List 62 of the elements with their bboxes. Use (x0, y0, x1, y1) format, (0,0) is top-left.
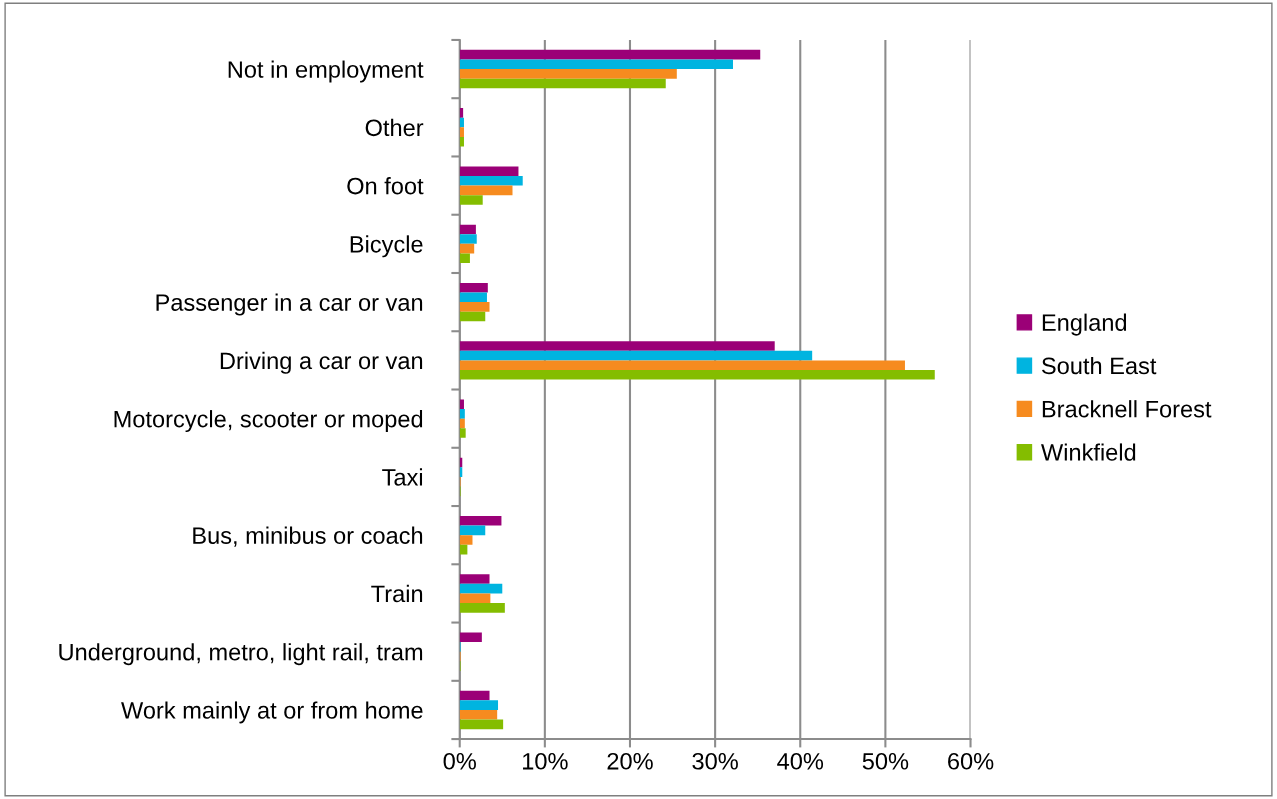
x-tick-label: 40% (777, 752, 824, 770)
bar (459, 166, 519, 176)
y-tick-label: Other (365, 118, 424, 137)
bar (459, 78, 666, 89)
bar (459, 535, 473, 545)
legend-label: South East (1041, 356, 1157, 375)
bar (459, 243, 475, 254)
bar (459, 59, 733, 70)
bar (459, 108, 464, 118)
x-tick-label: 20% (607, 752, 653, 770)
bar (459, 690, 490, 701)
bar (459, 603, 505, 613)
bar (459, 49, 761, 60)
bar (459, 409, 465, 419)
legend-label: England (1042, 313, 1127, 336)
legend-label: Winkfield (1041, 443, 1136, 461)
y-tick-label: Taxi (382, 468, 423, 486)
x-tick-label: 0% (443, 752, 476, 770)
bar (459, 253, 470, 264)
y-tick-label: Train (371, 584, 423, 603)
bar (459, 224, 476, 235)
bar (459, 428, 466, 438)
bar (459, 282, 488, 293)
y-tick-label: Passenger in a car or van (156, 293, 423, 316)
x-tick-label: 30% (692, 752, 738, 770)
y-tick-label: Driving a car or van (220, 351, 423, 374)
bar (459, 399, 464, 410)
bar (459, 292, 487, 303)
y-tick-label: Bus, minibus or coach (193, 526, 423, 547)
bar (459, 632, 482, 643)
legend-label: Bracknell Forest (1042, 400, 1212, 418)
bar (459, 311, 486, 322)
bar (459, 185, 513, 196)
y-tick-label: Motorcycle, scooter or moped (114, 410, 423, 433)
bar (459, 136, 464, 147)
bar (459, 700, 499, 710)
y-tick-label: Not in employment (228, 60, 424, 83)
x-tick-label: 60% (948, 752, 994, 770)
bar (459, 418, 465, 429)
bar (459, 525, 486, 536)
bar (459, 302, 490, 312)
x-tick-label: 50% (862, 752, 909, 770)
bar (459, 341, 775, 351)
bar (459, 69, 677, 79)
bar (459, 593, 491, 604)
bar (459, 370, 935, 380)
bar (459, 360, 905, 370)
bar (459, 127, 464, 137)
bar (459, 350, 813, 361)
bar (459, 583, 503, 594)
y-tick-label: Work mainly at or from home (121, 701, 423, 724)
y-tick-label: Bicycle (350, 235, 423, 258)
bar (459, 574, 490, 584)
bar (459, 234, 477, 244)
y-tick-label: On foot (347, 177, 424, 195)
bar (459, 195, 483, 205)
bar (459, 719, 504, 730)
y-tick-label: Underground, metro, light rail, tram (59, 643, 423, 666)
bar (459, 515, 502, 526)
x-tick-label: 10% (523, 752, 568, 770)
bar (459, 709, 498, 720)
bar (459, 175, 523, 186)
